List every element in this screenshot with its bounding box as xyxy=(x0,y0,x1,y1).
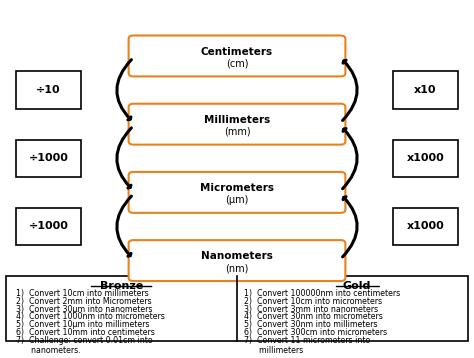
FancyBboxPatch shape xyxy=(128,104,346,145)
FancyBboxPatch shape xyxy=(128,240,346,281)
Text: (μm): (μm) xyxy=(225,195,249,205)
FancyBboxPatch shape xyxy=(128,172,346,213)
Text: 2)  Convert 10cm into micrometers: 2) Convert 10cm into micrometers xyxy=(244,297,382,306)
Text: x10: x10 xyxy=(414,85,437,95)
Text: (mm): (mm) xyxy=(224,127,250,137)
Text: ÷10: ÷10 xyxy=(36,85,61,95)
FancyBboxPatch shape xyxy=(392,71,458,109)
FancyBboxPatch shape xyxy=(16,140,82,177)
Text: 7)  Challenge: convert 0.01cm into
      nanometers.: 7) Challenge: convert 0.01cm into nanome… xyxy=(16,336,152,355)
Text: 5)  Convert 30nm into millimeters: 5) Convert 30nm into millimeters xyxy=(244,320,378,329)
Text: 4)  Convert 30nm into micrometers: 4) Convert 30nm into micrometers xyxy=(244,313,383,321)
Text: 5)  Convert 10μm into millimeters: 5) Convert 10μm into millimeters xyxy=(16,320,149,329)
Text: ÷1000: ÷1000 xyxy=(28,222,68,232)
Text: 6)  Convert 300cm into micrometers: 6) Convert 300cm into micrometers xyxy=(244,328,387,337)
Text: 1)  Convert 10cm into millimeters: 1) Convert 10cm into millimeters xyxy=(16,289,148,298)
Text: ÷1000: ÷1000 xyxy=(28,153,68,163)
Text: x1000: x1000 xyxy=(407,222,444,232)
FancyBboxPatch shape xyxy=(392,208,458,245)
Text: 4)  Convert 1000nm into micrometers: 4) Convert 1000nm into micrometers xyxy=(16,313,164,321)
Text: 7)  Convert 11 micrometers into
      millimeters: 7) Convert 11 micrometers into millimete… xyxy=(244,336,370,355)
Text: 3)  Convert 3mm into nanometers: 3) Convert 3mm into nanometers xyxy=(244,305,378,314)
Text: Nanometers: Nanometers xyxy=(201,251,273,261)
FancyBboxPatch shape xyxy=(16,71,82,109)
FancyBboxPatch shape xyxy=(16,208,82,245)
Text: Bronze: Bronze xyxy=(100,281,143,291)
Text: 1)  Convert 100000nm into centimeters: 1) Convert 100000nm into centimeters xyxy=(244,289,401,298)
Text: Micrometers: Micrometers xyxy=(200,183,274,193)
FancyBboxPatch shape xyxy=(392,140,458,177)
Text: x1000: x1000 xyxy=(407,153,444,163)
Text: Millimeters: Millimeters xyxy=(204,115,270,125)
Text: 6)  Convert 10mm into centimeters: 6) Convert 10mm into centimeters xyxy=(16,328,155,337)
Text: (cm): (cm) xyxy=(226,58,248,68)
Text: 3)  Convert 30μm into nanometers: 3) Convert 30μm into nanometers xyxy=(16,305,152,314)
Text: Gold: Gold xyxy=(343,281,371,291)
Text: Centimeters: Centimeters xyxy=(201,47,273,57)
Text: (nm): (nm) xyxy=(225,263,249,273)
Bar xyxy=(6,276,468,341)
Text: 2)  Convert 2mm into Micrometers: 2) Convert 2mm into Micrometers xyxy=(16,297,151,306)
FancyBboxPatch shape xyxy=(128,35,346,76)
